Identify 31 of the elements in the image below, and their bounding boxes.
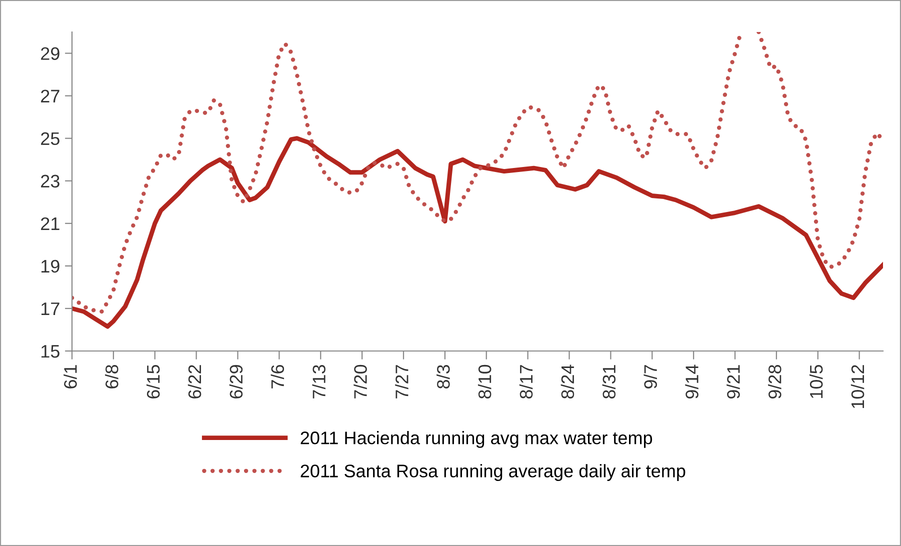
y-tick-label: 23 [41,174,60,188]
y-tick-label: 21 [41,217,60,230]
x-tick-label: 9/28 [768,364,782,398]
y-tick-label: 15 [41,345,60,358]
y-tick-label: 29 [41,47,60,60]
y-tick-label: 25 [41,132,60,146]
line-series [72,136,883,329]
x-tick-label: 8/17 [519,365,533,399]
x-tick-label: 7/27 [395,365,408,398]
x-tick-label: 8/10 [478,364,492,399]
x-tick-label: 6/22 [188,365,202,398]
x-tick-label: 7/6 [270,364,284,388]
x-tick-label: 6/8 [105,364,118,388]
x-tick-label: 8/31 [602,365,616,399]
x-tick-label: 8/24 [560,364,574,399]
x-tick-label: 10/5 [809,364,823,398]
y-tick-label: 17 [41,302,60,316]
x-tick-label: 8/3 [436,364,450,389]
legend-label: 2011 Hacienda running avg max water temp [300,431,652,448]
x-tick-label: 7/13 [312,364,326,398]
y-tick-label: 19 [41,260,60,273]
x-tick-label: 9/7 [644,365,657,388]
x-tick-label: 6/29 [229,365,243,398]
y-tick-label: 27 [41,90,60,102]
x-tick-label: 6/1 [64,365,77,388]
x-tick-label: 7/20 [354,364,367,398]
x-tick-label: 6/15 [146,364,160,398]
x-tick-label: 9/14 [685,364,698,398]
x-tick-label: 9/21 [726,365,740,398]
legend-label: 2011 Santa Rosa running average daily air temp [300,464,686,481]
x-tick-label: 10/12 [850,365,864,408]
